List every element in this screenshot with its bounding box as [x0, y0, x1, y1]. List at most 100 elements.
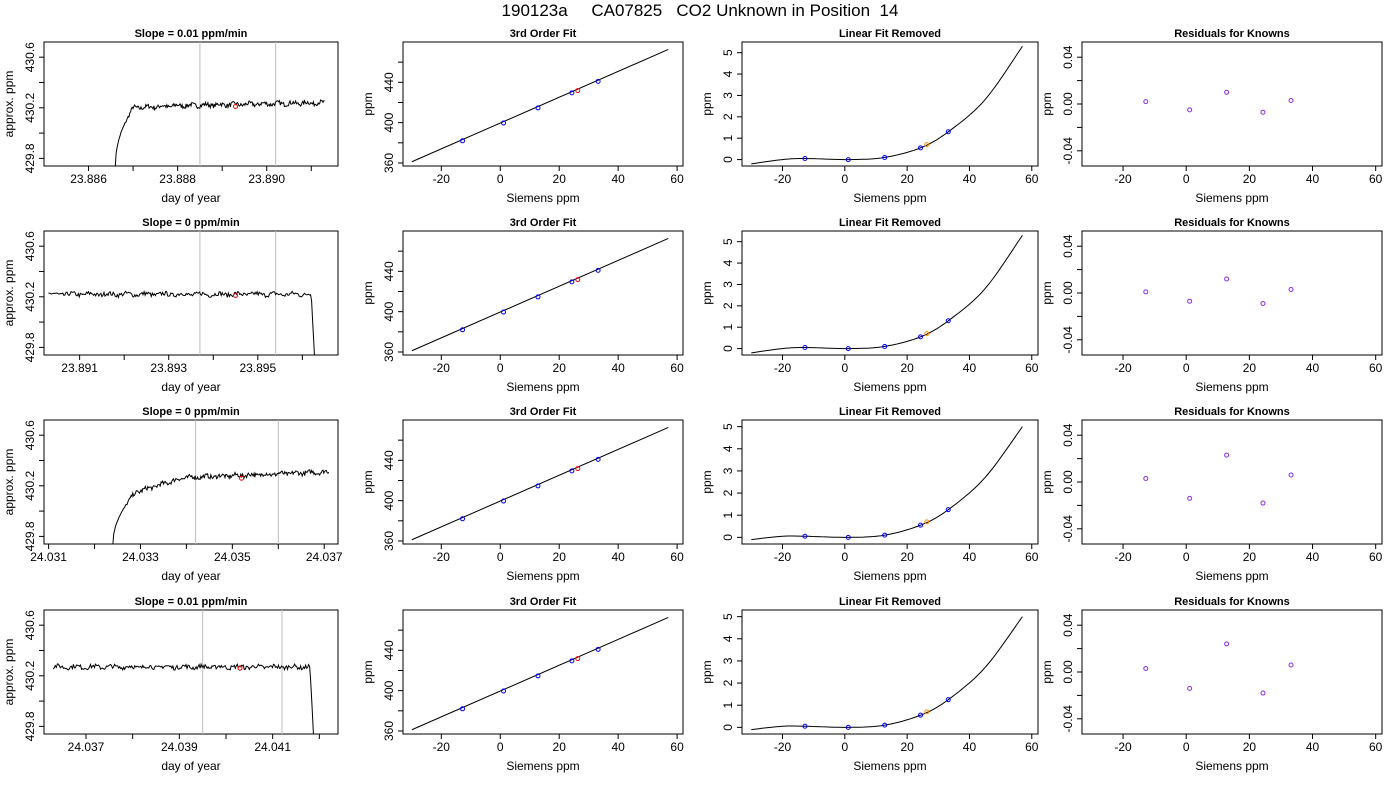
x-axis-label: day of year	[161, 569, 220, 583]
known-point	[918, 522, 924, 528]
residual-point	[1288, 97, 1294, 103]
plot-frame	[1081, 419, 1383, 545]
x-tick-label: -20	[1114, 740, 1132, 754]
panel-title: 3rd Order Fit	[510, 217, 577, 229]
x-tick-label: 0	[497, 172, 504, 186]
known-point	[882, 343, 888, 349]
residual-point	[1187, 495, 1193, 501]
y-axis-label: ppm	[700, 470, 714, 493]
plot-frame	[741, 609, 1039, 735]
plot-area	[1143, 89, 1294, 115]
x-tick-label: 24.037	[306, 550, 343, 564]
panel-timeseries-r3: Slope = 0 ppm/min day of year approx. ppm 2…	[2, 406, 343, 583]
x-axis-label: Siemens ppm	[506, 759, 579, 773]
x-axis-label: Siemens ppm	[853, 191, 926, 205]
known-point	[460, 706, 466, 712]
x-tick-label: 0	[497, 361, 504, 375]
y-tick-label: -0.04	[1061, 137, 1075, 165]
known-point	[595, 267, 601, 273]
y-tick-label: 430.2	[23, 281, 37, 311]
panel-title: Linear Fit Removed	[839, 406, 941, 418]
x-tick-label: -20	[774, 172, 792, 186]
known-point	[460, 516, 466, 522]
plot-area	[411, 427, 669, 541]
x-axis-label: day of year	[161, 380, 220, 394]
x-tick-label: 60	[670, 550, 684, 564]
known-point	[802, 723, 808, 729]
nonlinear-curve	[751, 426, 1023, 541]
fit-line	[411, 49, 669, 163]
panel-fit-r2: 3rd Order Fit Siemens ppm ppm -20 0 20 40 60 360…	[361, 217, 684, 394]
panel-fit-r4: 3rd Order Fit Siemens ppm ppm -20 0 20 40 60 360…	[361, 596, 684, 773]
panel-timeseries-r4: Slope = 0.01 ppm/min day of year approx. p…	[2, 596, 339, 773]
known-point	[945, 697, 951, 703]
plot-frame	[1081, 230, 1383, 356]
residual-point	[1288, 286, 1294, 292]
x-tick-label: -20	[774, 361, 792, 375]
residual-point	[1187, 685, 1193, 691]
x-tick-label: 24.035	[214, 550, 251, 564]
x-tick-label: 40	[611, 740, 625, 754]
y-tick-label: 1	[721, 324, 735, 331]
known-point	[945, 507, 951, 513]
y-tick-label: 0	[721, 724, 735, 731]
panel-residuals-r3: Residuals for Knowns Siemens ppm ppm -20 0 20…	[1040, 406, 1383, 583]
known-point	[595, 646, 601, 652]
x-tick-label: 60	[670, 172, 684, 186]
residual-point	[1260, 690, 1266, 696]
x-tick-label: 60	[1025, 172, 1039, 186]
known-point	[882, 154, 888, 160]
plot-area	[411, 617, 669, 731]
y-tick-label: 0.00	[1061, 281, 1075, 305]
x-tick-label: 60	[1369, 740, 1383, 754]
y-tick-label: 5	[721, 613, 735, 620]
x-tick-label: 20	[553, 740, 567, 754]
x-tick-label: 24.033	[122, 550, 159, 564]
y-axis-label: ppm	[361, 92, 375, 115]
y-tick-label: 430.2	[23, 470, 37, 500]
residual-point	[1143, 99, 1149, 105]
x-tick-label: 23.891	[61, 361, 98, 375]
y-tick-label: 440	[382, 261, 396, 281]
plot-area	[751, 616, 1023, 731]
unknown-point	[924, 142, 930, 148]
x-tick-label: 60	[1025, 740, 1039, 754]
x-tick-label: 20	[553, 172, 567, 186]
x-tick-label: 0	[841, 550, 848, 564]
x-tick-label: 60	[670, 740, 684, 754]
residual-point	[1224, 89, 1230, 95]
y-axis-label: ppm	[1040, 470, 1054, 493]
plot-frame	[402, 419, 684, 545]
known-point	[802, 533, 808, 539]
panel-title: Slope = 0 ppm/min	[142, 406, 240, 418]
y-axis-label: ppm	[1040, 281, 1054, 304]
known-point	[845, 724, 851, 730]
x-tick-label: 23.893	[150, 361, 187, 375]
x-tick-label: -20	[433, 172, 451, 186]
plot-frame	[43, 41, 339, 167]
y-tick-label: 430.6	[23, 610, 37, 640]
x-tick-label: 24.039	[161, 740, 198, 754]
panel-title: 3rd Order Fit	[510, 596, 577, 608]
mean-marker	[233, 293, 239, 299]
x-tick-label: 40	[1306, 550, 1320, 564]
x-tick-label: 20	[1243, 740, 1257, 754]
x-tick-label: 20	[1243, 172, 1257, 186]
x-tick-label: 20	[553, 550, 567, 564]
known-point	[945, 129, 951, 135]
y-tick-label: 1	[721, 135, 735, 142]
y-tick-label: 3	[721, 467, 735, 474]
plot-area	[751, 426, 1023, 541]
x-tick-label: 0	[1183, 550, 1190, 564]
y-tick-label: 0.04	[1061, 45, 1075, 69]
known-point	[845, 346, 851, 352]
plot-frame	[43, 419, 339, 545]
nonlinear-curve	[751, 616, 1023, 731]
y-tick-label: 2	[721, 489, 735, 496]
x-tick-label: 60	[1025, 550, 1039, 564]
x-tick-label: 0	[841, 740, 848, 754]
y-tick-label: 2	[721, 302, 735, 309]
x-tick-label: 40	[1306, 740, 1320, 754]
